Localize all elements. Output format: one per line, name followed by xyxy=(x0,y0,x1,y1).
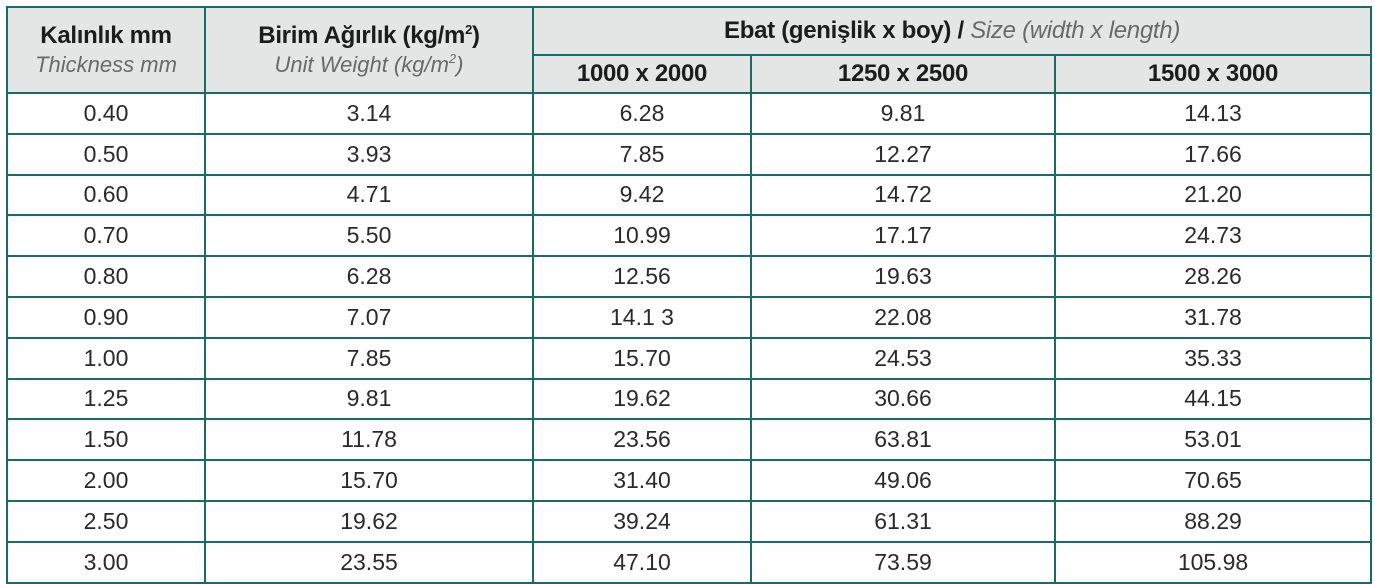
weight-1500x3000-cell: 44.15 xyxy=(1053,377,1373,421)
weight-1250x2500-cell: 24.53 xyxy=(750,336,1056,380)
thickness-cell: 0.40 xyxy=(6,92,206,135)
thickness-header-en: Thickness mm xyxy=(35,52,177,77)
table-body: 0.40 3.14 6.28 9.81 14.13 0.50 3.93 7.85 12.27 17… xyxy=(6,92,1373,584)
weight-1500x3000-cell: 70.65 xyxy=(1053,459,1373,502)
weight-1000x2000-cell: 47.10 xyxy=(532,540,752,584)
table-row: 1.25 9.81 19.62 30.66 44.15 xyxy=(6,377,1373,421)
unit-weight-cell: 6.28 xyxy=(204,255,534,298)
unit-weight-cell: 19.62 xyxy=(204,499,534,543)
unit-weight-en-sup: 2 xyxy=(448,51,457,66)
unit-weight-cell: 3.93 xyxy=(204,132,534,176)
unit-weight-cell: 11.78 xyxy=(204,418,534,462)
unit-weight-cell: 7.85 xyxy=(204,336,534,380)
unit-weight-header-tr: Birim Ağırlık (kg/m2) xyxy=(206,22,532,50)
unit-weight-tr-end: ) xyxy=(472,22,480,49)
unit-weight-en-text: Unit Weight (kg/m xyxy=(274,52,449,77)
size-column-1500x3000: 1500 x 3000 xyxy=(1053,54,1373,94)
weight-1250x2500-cell: 12.27 xyxy=(750,132,1056,176)
weight-1000x2000-cell: 23.56 xyxy=(532,418,752,462)
thickness-cell: 1.50 xyxy=(6,418,206,462)
unit-weight-tr-sup: 2 xyxy=(465,22,473,37)
weight-1250x2500-cell: 14.72 xyxy=(750,173,1056,217)
weight-table: Kalınlık mm Thickness mm Birim Ağırlık (… xyxy=(6,6,1373,584)
weight-1500x3000-cell: 105.98 xyxy=(1053,540,1373,584)
thickness-cell: 0.60 xyxy=(6,173,206,217)
weight-1000x2000-cell: 19.62 xyxy=(532,377,752,421)
table-row: 3.00 23.55 47.10 73.59 105.98 xyxy=(6,540,1373,584)
weight-1250x2500-cell: 17.17 xyxy=(750,214,1056,258)
weight-1250x2500-cell: 63.81 xyxy=(750,418,1056,462)
table-row: 0.50 3.93 7.85 12.27 17.66 xyxy=(6,132,1373,176)
table-row: 1.00 7.85 15.70 24.53 35.33 xyxy=(6,336,1373,380)
unit-weight-header: Birim Ağırlık (kg/m2) Unit Weight (kg/m2… xyxy=(204,6,534,94)
weight-1500x3000-cell: 14.13 xyxy=(1053,92,1373,135)
size-column-1000x2000: 1000 x 2000 xyxy=(532,54,752,94)
unit-weight-cell: 7.07 xyxy=(204,295,534,339)
table-row: 0.90 7.07 14.1 3 22.08 31.78 xyxy=(6,295,1373,339)
thickness-cell: 0.80 xyxy=(6,255,206,298)
table-row: 1.50 11.78 23.56 63.81 53.01 xyxy=(6,418,1373,462)
weight-1000x2000-cell: 9.42 xyxy=(532,173,752,217)
thickness-cell: 0.50 xyxy=(6,132,206,176)
unit-weight-en-end: ) xyxy=(456,52,464,77)
weight-1250x2500-cell: 49.06 xyxy=(750,459,1056,502)
weight-1500x3000-cell: 88.29 xyxy=(1053,499,1373,543)
weight-1500x3000-cell: 28.26 xyxy=(1053,255,1373,298)
weight-1500x3000-cell: 21.20 xyxy=(1053,173,1373,217)
weight-1000x2000-cell: 7.85 xyxy=(532,132,752,176)
size-header-tr: Ebat (genişlik x boy) xyxy=(724,17,952,44)
thickness-cell: 0.90 xyxy=(6,295,206,339)
unit-weight-cell: 9.81 xyxy=(204,377,534,421)
size-header-en: Size (width x length) xyxy=(970,17,1181,44)
unit-weight-cell: 4.71 xyxy=(204,173,534,217)
weight-1500x3000-cell: 35.33 xyxy=(1053,336,1373,380)
weight-1500x3000-cell: 31.78 xyxy=(1053,295,1373,339)
weight-1500x3000-cell: 24.73 xyxy=(1053,214,1373,258)
thickness-cell: 1.00 xyxy=(6,336,206,380)
weight-1000x2000-cell: 12.56 xyxy=(532,255,752,298)
weight-1000x2000-cell: 15.70 xyxy=(532,336,752,380)
thickness-cell: 1.25 xyxy=(6,377,206,421)
unit-weight-cell: 5.50 xyxy=(204,214,534,258)
weight-1000x2000-cell: 39.24 xyxy=(532,499,752,543)
unit-weight-tr-text: Birim Ağırlık (kg/m xyxy=(258,22,466,49)
table-row: 0.60 4.71 9.42 14.72 21.20 xyxy=(6,173,1373,217)
size-header-separator: / xyxy=(951,17,971,44)
weight-1250x2500-cell: 19.63 xyxy=(750,255,1056,298)
unit-weight-cell: 23.55 xyxy=(204,540,534,584)
thickness-header-tr: Kalınlık mm xyxy=(40,22,172,49)
weight-1250x2500-cell: 9.81 xyxy=(750,92,1056,135)
unit-weight-cell: 3.14 xyxy=(204,92,534,135)
weight-1500x3000-cell: 17.66 xyxy=(1053,132,1373,176)
weight-1000x2000-cell: 10.99 xyxy=(532,214,752,258)
unit-weight-header-en: Unit Weight (kg/m2) xyxy=(206,52,532,78)
weight-1500x3000-cell: 53.01 xyxy=(1053,418,1373,462)
weight-1250x2500-cell: 30.66 xyxy=(750,377,1056,421)
thickness-header: Kalınlık mm Thickness mm xyxy=(6,6,206,94)
table-row: 0.80 6.28 12.56 19.63 28.26 xyxy=(6,255,1373,298)
weight-1000x2000-cell: 6.28 xyxy=(532,92,752,135)
weight-1000x2000-cell: 31.40 xyxy=(532,459,752,502)
thickness-cell: 2.50 xyxy=(6,499,206,543)
weight-1250x2500-cell: 73.59 xyxy=(750,540,1056,584)
table-row: 0.70 5.50 10.99 17.17 24.73 xyxy=(6,214,1373,258)
size-header: Ebat (genişlik x boy) / Size (width x le… xyxy=(531,6,1373,56)
unit-weight-cell: 15.70 xyxy=(204,459,534,502)
size-column-1250x2500: 1250 x 2500 xyxy=(750,54,1056,94)
thickness-cell: 3.00 xyxy=(6,540,206,584)
thickness-cell: 0.70 xyxy=(6,214,206,258)
weight-1000x2000-cell: 14.1 3 xyxy=(532,295,752,339)
thickness-cell: 2.00 xyxy=(6,459,206,502)
weight-1250x2500-cell: 61.31 xyxy=(750,499,1056,543)
table-row: 0.40 3.14 6.28 9.81 14.13 xyxy=(6,92,1373,135)
table-row: 2.00 15.70 31.40 49.06 70.65 xyxy=(6,459,1373,502)
weight-1250x2500-cell: 22.08 xyxy=(750,295,1056,339)
table-row: 2.50 19.62 39.24 61.31 88.29 xyxy=(6,499,1373,543)
